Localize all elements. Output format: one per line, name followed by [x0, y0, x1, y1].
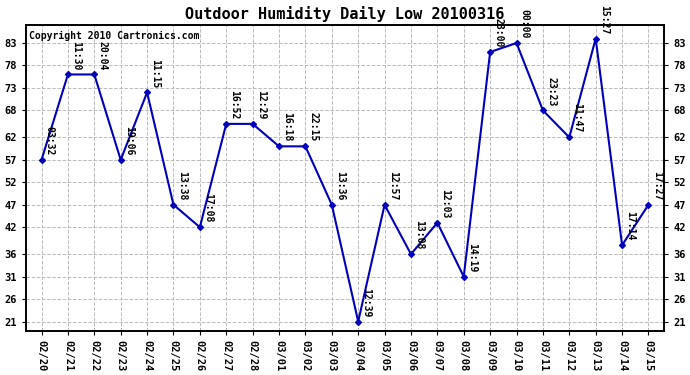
- Text: 12:57: 12:57: [388, 171, 397, 200]
- Text: 13:08: 13:08: [414, 220, 424, 250]
- Text: 11:15: 11:15: [150, 58, 160, 88]
- Text: 17:27: 17:27: [651, 171, 662, 200]
- Text: 17:14: 17:14: [625, 211, 635, 241]
- Text: 12:03: 12:03: [440, 189, 451, 218]
- Text: 00:00: 00:00: [520, 9, 530, 39]
- Text: Copyright 2010 Cartronics.com: Copyright 2010 Cartronics.com: [29, 31, 199, 41]
- Text: 22:15: 22:15: [308, 112, 319, 142]
- Text: 16:18: 16:18: [282, 112, 292, 142]
- Text: 20:04: 20:04: [97, 40, 108, 70]
- Text: 16:52: 16:52: [229, 90, 239, 119]
- Text: 13:36: 13:36: [335, 171, 345, 200]
- Text: 11:47: 11:47: [573, 104, 582, 133]
- Text: 23:00: 23:00: [493, 18, 503, 48]
- Text: 14:19: 14:19: [467, 243, 477, 272]
- Text: 11:30: 11:30: [71, 40, 81, 70]
- Text: 15:27: 15:27: [599, 4, 609, 34]
- Text: 23:23: 23:23: [546, 76, 556, 106]
- Text: 12:29: 12:29: [256, 90, 266, 119]
- Text: 12:39: 12:39: [362, 288, 371, 317]
- Title: Outdoor Humidity Daily Low 20100316: Outdoor Humidity Daily Low 20100316: [186, 6, 504, 22]
- Text: 19:06: 19:06: [124, 126, 134, 155]
- Text: 17:08: 17:08: [203, 194, 213, 223]
- Text: 03:32: 03:32: [45, 126, 55, 155]
- Text: 13:38: 13:38: [177, 171, 186, 200]
